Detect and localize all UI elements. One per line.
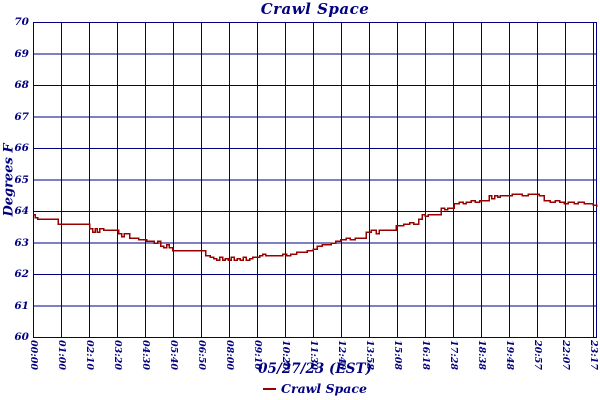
legend-line-swatch [263, 387, 277, 390]
y-tick-label: 63 [14, 236, 29, 249]
x-tick-label: 05:40 [168, 340, 179, 370]
x-tick-label: 20:57 [532, 340, 543, 370]
y-tick-label: 66 [14, 142, 29, 154]
x-tick-label: 17:28 [448, 340, 459, 370]
y-tick-label: 68 [14, 79, 29, 91]
x-tick-label: 00:00 [28, 340, 39, 370]
x-tick-label: 02:10 [84, 340, 95, 370]
x-tick-label: 10:20 [280, 340, 291, 370]
x-tick-label: 03:20 [112, 340, 123, 370]
y-tick-label: 62 [14, 268, 29, 280]
x-tick-label: 15:08 [392, 340, 403, 370]
x-tick-label: 11:30 [308, 340, 319, 370]
x-tick-label: 18:38 [476, 340, 487, 370]
x-tick-label: 09:10 [252, 340, 263, 370]
temperature-series-line [33, 193, 598, 262]
x-tick-label: 01:00 [56, 340, 67, 370]
x-tick-label: 16:18 [420, 340, 431, 370]
y-tick-label: 70 [14, 16, 29, 28]
legend-label: Crawl Space [281, 381, 367, 396]
x-tick-label: 04:30 [140, 340, 151, 370]
x-tick-label: 23:17 [588, 340, 599, 370]
x-tick-label: 19:48 [504, 340, 515, 370]
x-tick-label: 08:00 [224, 340, 235, 370]
x-tick-label: 06:50 [196, 340, 207, 370]
y-tick-label: 69 [14, 47, 29, 60]
y-tick-label: 67 [14, 110, 29, 123]
plot-area [33, 22, 597, 338]
y-tick-label: 64 [14, 205, 29, 217]
x-tick-label: 13:58 [364, 340, 375, 370]
chart-title: Crawl Space [260, 0, 370, 18]
y-tick-label: 65 [14, 173, 29, 186]
x-tick-label: 22:07 [560, 340, 571, 370]
y-tick-label: 60 [14, 331, 29, 343]
x-axis-label: 05/27/23 (EST) [258, 361, 372, 377]
legend: Crawl Space [33, 381, 597, 396]
y-tick-label: 61 [14, 299, 29, 312]
x-tick-label: 12:40 [336, 340, 347, 370]
